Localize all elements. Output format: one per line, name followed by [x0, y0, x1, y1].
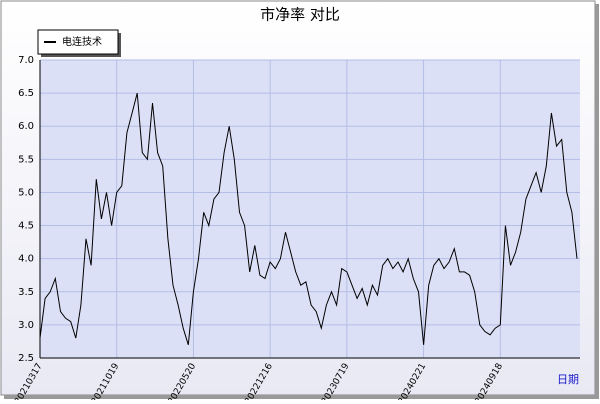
y-tick-label: 5.0	[18, 187, 34, 198]
plot-area	[40, 60, 580, 358]
y-tick-label: 3.0	[18, 320, 34, 331]
y-tick-label: 3.5	[18, 287, 34, 298]
y-tick-label: 5.5	[18, 154, 34, 165]
frame-shadow	[595, 4, 599, 398]
y-tick-label: 2.5	[18, 353, 34, 364]
y-tick-label: 6.5	[18, 88, 34, 99]
y-tick-label: 4.5	[18, 221, 34, 232]
y-tick-label: 4.0	[18, 254, 34, 265]
legend	[37, 29, 119, 55]
x-axis-label: 日期	[557, 373, 579, 386]
frame-shadow	[4, 395, 599, 399]
line-series	[39, 92, 578, 345]
chart-title: 市净率 对比	[260, 6, 340, 24]
legend-label: 电连技术	[62, 35, 102, 48]
y-tick-label: 6.0	[18, 121, 34, 132]
y-tick-label: 7.0	[18, 55, 34, 66]
